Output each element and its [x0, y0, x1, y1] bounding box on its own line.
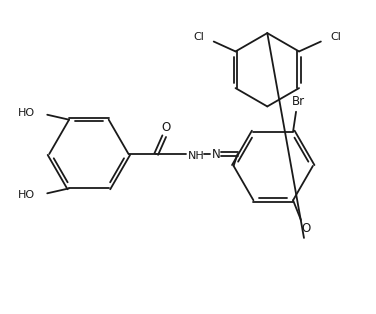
Text: Cl: Cl — [193, 32, 204, 41]
Text: N: N — [211, 148, 220, 160]
Text: O: O — [162, 121, 171, 134]
Text: HO: HO — [18, 190, 35, 200]
Text: Br: Br — [291, 95, 305, 108]
Text: O: O — [301, 221, 311, 235]
Text: NH: NH — [188, 151, 204, 161]
Text: Cl: Cl — [331, 32, 342, 41]
Text: HO: HO — [18, 108, 35, 118]
